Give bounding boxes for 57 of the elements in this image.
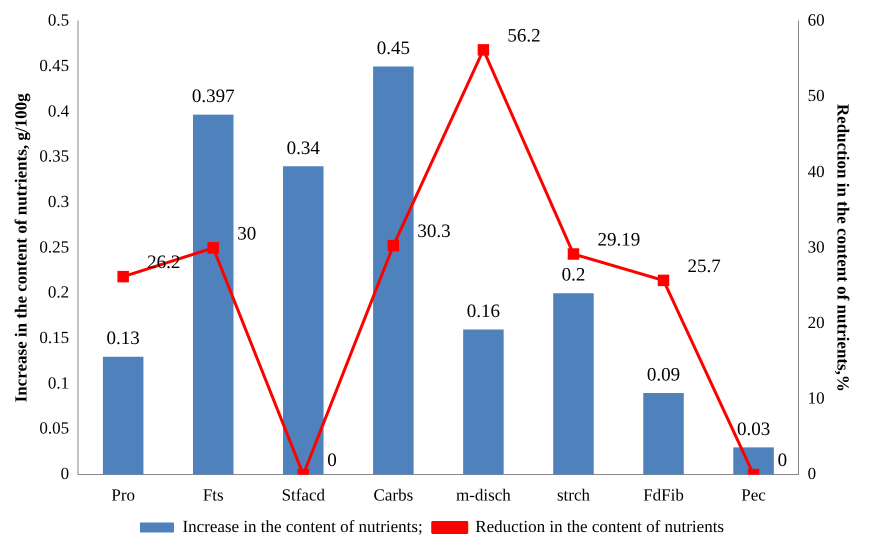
y2-tick-label: 30 bbox=[808, 237, 825, 256]
bar bbox=[373, 66, 414, 475]
data-label: 0.34 bbox=[286, 138, 320, 159]
y-tick-label: 0.05 bbox=[39, 418, 70, 438]
bar bbox=[283, 166, 324, 475]
bar bbox=[643, 392, 684, 475]
y-tick-label: 0.25 bbox=[39, 237, 70, 256]
y-axis-title: Increase in the content of nutrients, g/100g bbox=[12, 92, 31, 402]
data-label: 0.397 bbox=[192, 86, 235, 108]
x-tick-label: Pro bbox=[111, 485, 135, 504]
y-tick-label: 0.35 bbox=[39, 146, 70, 166]
y-tick-label: 0.4 bbox=[48, 101, 70, 120]
bar bbox=[192, 114, 234, 475]
data-label: 30.3 bbox=[417, 221, 451, 242]
data-label: 0 bbox=[778, 450, 788, 472]
point bbox=[117, 270, 129, 282]
x-tick-label: Carbs bbox=[374, 485, 414, 504]
data-label: 0.16 bbox=[466, 300, 500, 322]
y-tick-label: 0 bbox=[60, 464, 70, 484]
x-tick-label: Pec bbox=[741, 485, 766, 504]
data-label: 0 bbox=[327, 450, 337, 472]
y-tick-label: 0.45 bbox=[39, 56, 70, 76]
y2-tick-label: 10 bbox=[808, 388, 825, 408]
y2-tick-label: 50 bbox=[808, 86, 825, 106]
y2-tick-label: 40 bbox=[808, 162, 825, 181]
data-label: 29.19 bbox=[597, 230, 640, 251]
x-tick-label: Fts bbox=[202, 485, 224, 504]
point bbox=[658, 274, 670, 286]
point bbox=[568, 248, 580, 260]
bar bbox=[102, 356, 144, 475]
legend-label: Increase in the content of nutrients; bbox=[182, 516, 423, 536]
y-tick-label: 0.3 bbox=[48, 192, 70, 212]
data-label: 25.7 bbox=[688, 256, 721, 277]
legend-label: Reduction in the content of nutrients bbox=[475, 516, 724, 536]
y-tick-label: 0.2 bbox=[48, 282, 70, 302]
y2-tick-label: 20 bbox=[808, 312, 825, 332]
x-tick-label: Stfacd bbox=[282, 485, 326, 504]
point bbox=[388, 240, 400, 252]
x-tick-label: m-disch bbox=[456, 485, 512, 504]
x-tick-label: strch bbox=[556, 485, 590, 504]
y2-axis-title: Reduction in the content of nutrients,% bbox=[833, 104, 852, 392]
bar bbox=[553, 293, 594, 475]
data-label: 0.2 bbox=[562, 264, 586, 286]
y-tick-label: 0.15 bbox=[39, 328, 70, 348]
data-label: 30 bbox=[237, 223, 256, 244]
point bbox=[207, 242, 219, 254]
y-tick-label: 0.1 bbox=[48, 373, 70, 392]
y-tick-label: 0.5 bbox=[48, 10, 70, 30]
data-label: 0.13 bbox=[106, 328, 140, 350]
data-label: 56.2 bbox=[507, 25, 541, 46]
x-tick-label: FdFib bbox=[643, 485, 684, 504]
y2-tick-label: 0 bbox=[808, 464, 816, 484]
data-label: 0.09 bbox=[646, 364, 680, 386]
data-label: 0.03 bbox=[736, 418, 770, 440]
y2-tick-label: 60 bbox=[808, 10, 825, 30]
data-label: 0.45 bbox=[376, 38, 410, 60]
bar bbox=[463, 330, 504, 475]
